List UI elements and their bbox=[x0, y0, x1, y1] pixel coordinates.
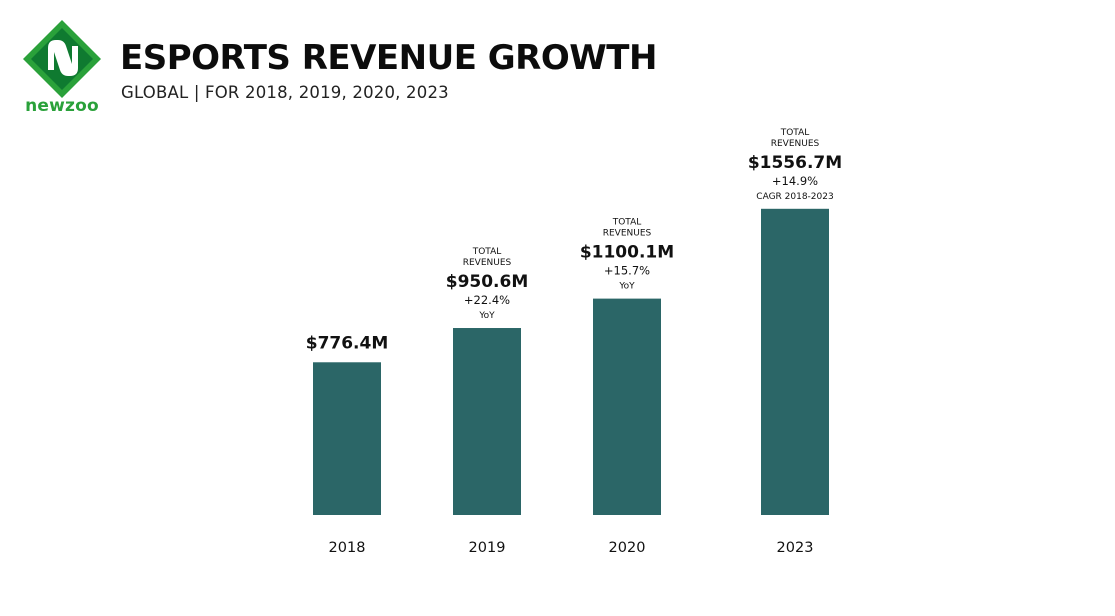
annotation-header: REVENUES bbox=[603, 229, 652, 239]
page-title: ESPORTS REVENUE GROWTH bbox=[120, 38, 657, 78]
x-tick-label: 2023 bbox=[777, 540, 814, 556]
bar-2023 bbox=[761, 208, 829, 515]
bar-2019 bbox=[453, 328, 521, 515]
annotation-note: YoY bbox=[618, 282, 635, 292]
annotation-note: CAGR 2018-2023 bbox=[756, 192, 833, 202]
bar-2020 bbox=[593, 298, 661, 515]
data-label: $1100.1M bbox=[580, 243, 674, 263]
annotation-change: +22.4% bbox=[464, 293, 510, 307]
annotation-header: TOTAL bbox=[472, 247, 502, 257]
logo-text: newzoo bbox=[25, 96, 99, 116]
x-tick-label: 2020 bbox=[609, 540, 646, 556]
annotation-header: REVENUES bbox=[771, 139, 820, 149]
newzoo-logo: newzoo bbox=[18, 18, 106, 118]
annotation-change: +14.9% bbox=[772, 174, 818, 188]
bar-2018 bbox=[313, 362, 381, 515]
annotation-header: TOTAL bbox=[780, 128, 810, 138]
annotation-note: YoY bbox=[478, 311, 495, 321]
data-label: $950.6M bbox=[446, 272, 529, 292]
data-label: $776.4M bbox=[306, 333, 389, 353]
page-subtitle: GLOBAL | FOR 2018, 2019, 2020, 2023 bbox=[121, 83, 449, 102]
x-tick-label: 2018 bbox=[329, 540, 366, 556]
annotation-change: +15.7% bbox=[604, 264, 650, 278]
annotation-header: REVENUES bbox=[463, 258, 512, 268]
x-tick-label: 2019 bbox=[469, 540, 506, 556]
annotation-header: TOTAL bbox=[612, 218, 642, 228]
data-label: $1556.7M bbox=[748, 153, 842, 173]
newzoo-logo-icon bbox=[23, 20, 101, 98]
